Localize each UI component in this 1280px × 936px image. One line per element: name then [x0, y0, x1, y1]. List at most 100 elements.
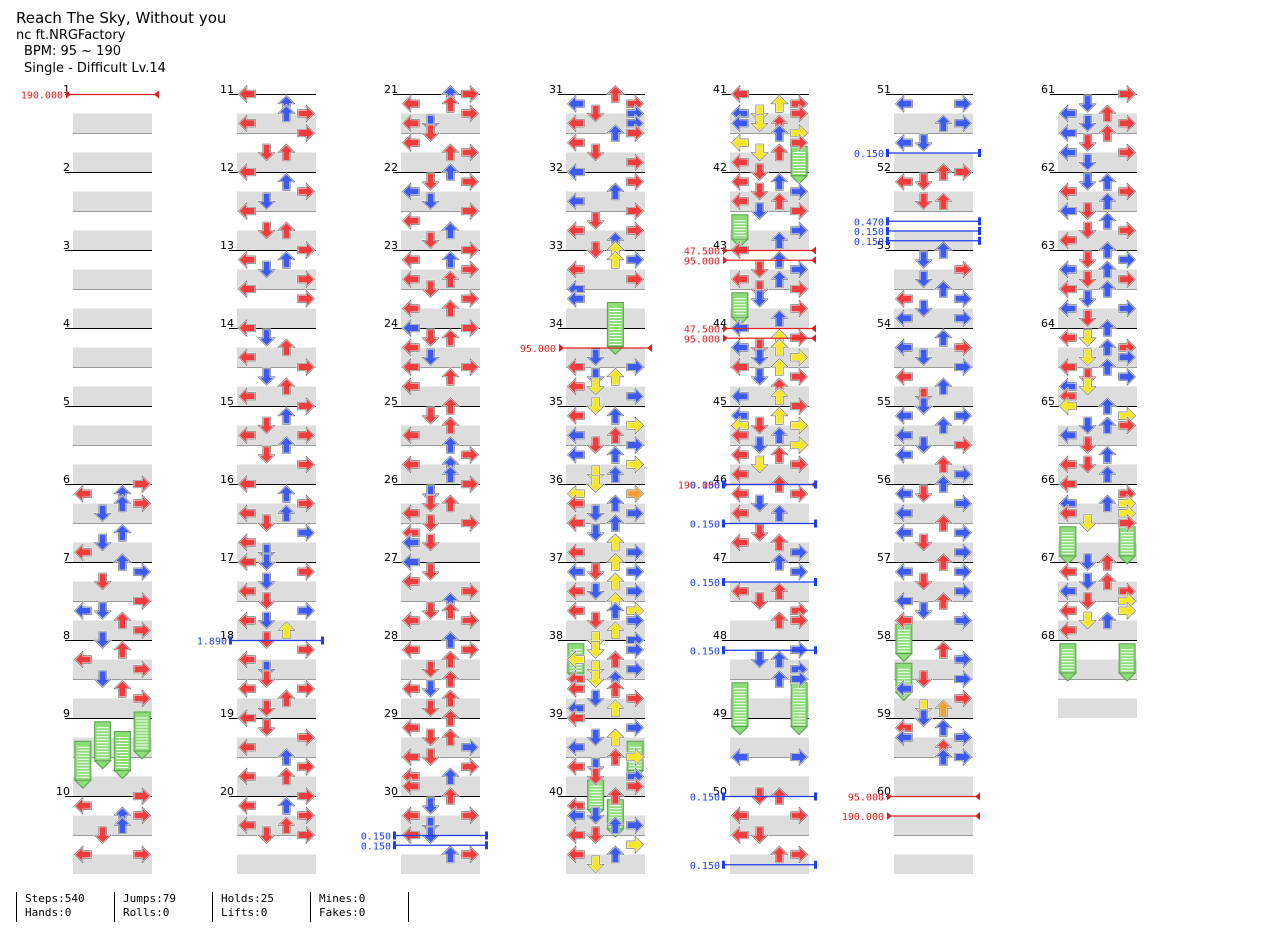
note-arrow-outline: [770, 611, 789, 630]
beat-band: [1058, 113, 1137, 133]
measure-number: 65: [1041, 395, 1055, 408]
measure-number: 38: [549, 629, 563, 642]
beat-band: [730, 620, 809, 640]
note-arrow-outline: [277, 484, 296, 503]
beat-band: [894, 698, 973, 718]
note-arrow-outline: [954, 114, 972, 133]
note-arrow-outline: [461, 514, 479, 532]
note-arrow-outline: [461, 143, 479, 162]
note-arrow-outline: [934, 192, 953, 211]
note-arrow-outline: [1098, 465, 1117, 484]
note-arrow-outline: [277, 143, 296, 162]
note-arrow-outline: [461, 738, 479, 757]
note-arrow-outline: [1059, 182, 1077, 201]
note-arrow-outline: [1078, 173, 1097, 191]
note-arrow-outline: [297, 826, 315, 844]
note-arrow-outline: [421, 192, 440, 211]
stop-cap: [814, 480, 817, 489]
note-arrow-outline: [257, 553, 276, 571]
note-arrow-outline: [257, 718, 276, 737]
note-arrow-outline: [954, 650, 972, 669]
measure-number: 51: [877, 83, 891, 96]
note-arrow-outline: [626, 816, 644, 835]
beat-band: [1058, 581, 1137, 601]
note-arrow-outline: [277, 377, 296, 396]
note-arrow-outline: [441, 299, 460, 318]
note-arrow-outline: [1059, 299, 1077, 318]
note-arrow-outline: [93, 601, 112, 620]
beat-band: [894, 854, 973, 874]
measure-number: 37: [549, 551, 563, 564]
note-arrow-outline: [790, 221, 808, 240]
note-arrow-outline: [1059, 124, 1077, 142]
note-arrow-outline: [567, 514, 585, 532]
note-arrow-outline: [954, 562, 972, 581]
note-arrow-outline: [1098, 212, 1117, 230]
note-arrow-outline: [1059, 260, 1077, 279]
note-arrow-outline: [934, 514, 953, 532]
note-arrow-outline: [934, 377, 953, 396]
note-arrow-outline: [954, 611, 972, 630]
measure-number: 2: [63, 161, 70, 174]
note-arrow-outline: [1059, 621, 1077, 640]
measure-number: 47: [713, 551, 727, 564]
beat-band: [566, 737, 645, 757]
note-arrow-outline: [586, 104, 605, 123]
note-arrow-outline: [606, 699, 625, 718]
measure-number: 48: [713, 629, 727, 642]
note-arrow-outline: [626, 562, 644, 581]
note-arrow-outline: [914, 436, 933, 454]
note-arrow-outline: [770, 504, 789, 523]
hold-tail: [113, 770, 132, 780]
note-arrow-outline: [402, 95, 420, 113]
note-arrow-outline: [257, 445, 276, 464]
note-arrow-outline: [277, 748, 296, 766]
note-arrow-outline: [74, 650, 92, 669]
stop-cap: [886, 149, 889, 157]
measure-number: 11: [220, 83, 234, 96]
beat-band: [401, 581, 480, 601]
beat-band: [73, 425, 152, 445]
measure-number: 6: [63, 473, 70, 486]
measure-number: 25: [384, 395, 398, 408]
measure-number: 10: [56, 785, 70, 798]
beat-band: [730, 542, 809, 562]
bpm-range: BPM: 95 ~ 190: [24, 44, 121, 59]
note-arrow-outline: [954, 494, 972, 513]
note-arrow-outline: [790, 397, 808, 415]
measure-number: 12: [220, 161, 234, 174]
note-arrow-outline: [402, 777, 420, 796]
beat-band: [73, 542, 152, 562]
beat-band: [73, 659, 152, 679]
note-arrow-outline: [1098, 192, 1117, 211]
note-arrow-outline: [567, 377, 585, 396]
note-arrow-outline: [567, 426, 585, 445]
beat-band: [894, 269, 973, 289]
note-arrow-outline: [586, 855, 605, 874]
beat-band: [401, 347, 480, 367]
note-arrow-outline: [133, 806, 151, 825]
note-arrow-outline: [914, 251, 933, 269]
note-arrow-outline: [770, 426, 789, 445]
beat-band: [401, 698, 480, 718]
note-arrow-outline: [297, 397, 315, 415]
note-arrow-outline: [770, 533, 789, 552]
note-arrow-outline: [461, 806, 479, 825]
note-arrow-outline: [441, 709, 460, 727]
stop-label: 0.150: [361, 841, 391, 852]
difficulty-label: Single - Difficult Lv.14: [24, 61, 166, 76]
note-arrow-outline: [441, 143, 460, 162]
beat-band: [1058, 152, 1137, 172]
note-arrow-outline: [606, 787, 625, 805]
note-arrow-outline: [238, 679, 256, 698]
note-arrow-outline: [402, 572, 420, 591]
note-arrow-outline: [954, 289, 972, 308]
beat-band: [566, 113, 645, 133]
stop-label: 0.150: [690, 481, 720, 492]
note-arrow-outline: [257, 611, 276, 630]
note-arrow-outline: [586, 767, 605, 786]
note-arrow-outline: [934, 280, 953, 298]
bpm-change-cap: [66, 90, 71, 99]
stat-steps: Steps:540: [25, 892, 85, 905]
note-arrow-outline: [1059, 562, 1077, 581]
